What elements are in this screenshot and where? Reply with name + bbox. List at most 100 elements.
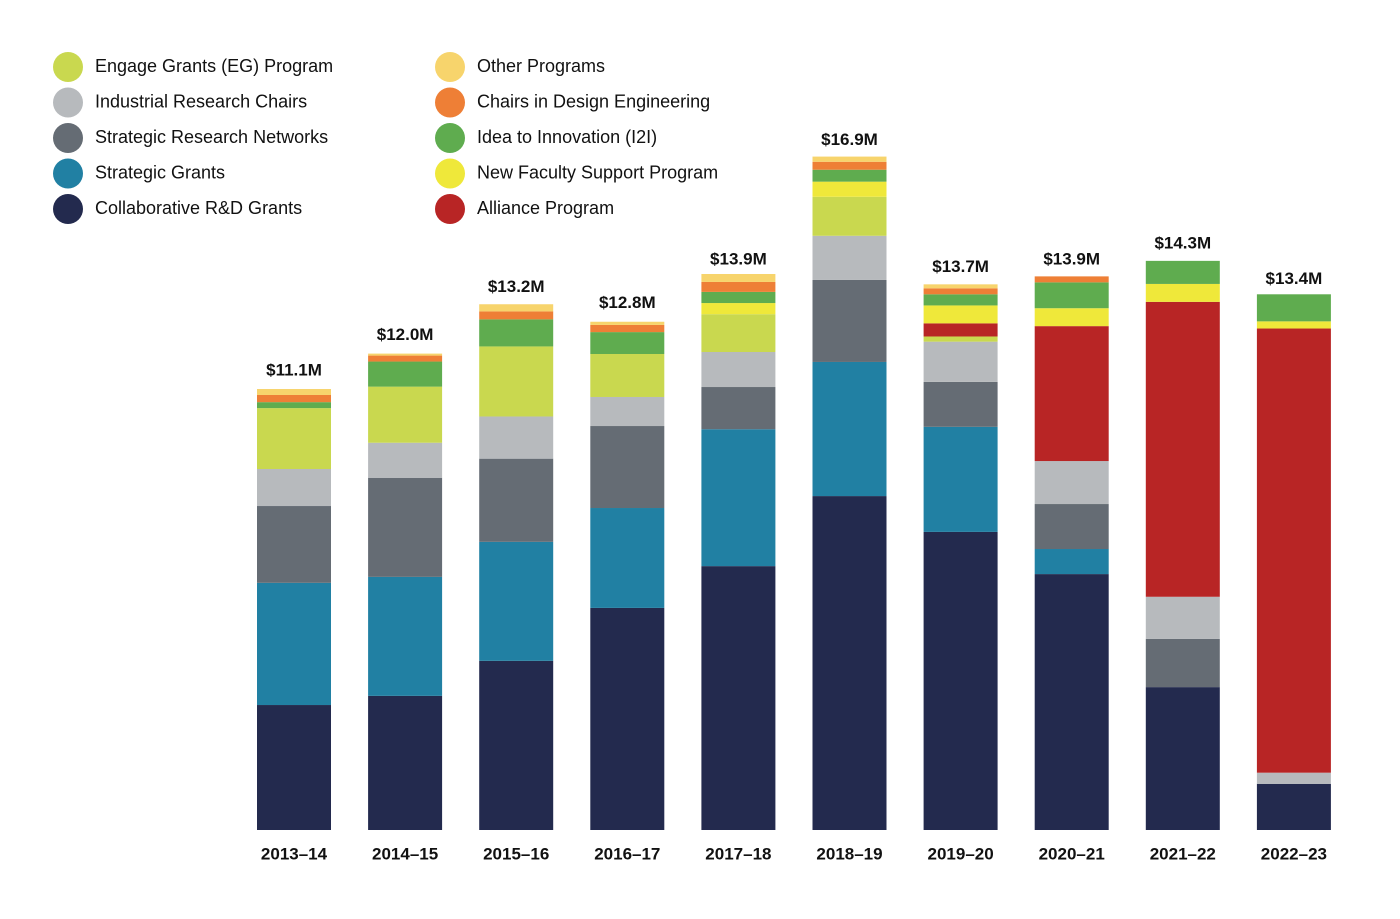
bar-segment [479,458,554,542]
total-label: $12.8M [599,293,656,312]
x-tick-label: 2020–21 [1039,844,1105,863]
bar-segment [1034,308,1109,327]
bar-segment [590,321,665,325]
bar-segment [479,346,554,417]
bar-segment [590,353,665,397]
legend-label: Industrial Research Chairs [95,91,307,111]
bar-segment [701,291,776,304]
bar-segment [590,607,665,830]
bar-segment [701,387,776,430]
bar-segment [812,361,887,497]
legend-label: Alliance Program [477,198,614,218]
bar-segment [257,506,331,583]
bar-segment [1145,687,1220,830]
bar-segment [257,582,331,706]
legend-label: Idea to Innovation (I2I) [477,127,657,147]
x-tick-label: 2013–14 [261,844,328,863]
bar-segment [1034,276,1109,283]
bar-segment [368,353,443,356]
bar-segment [701,273,776,282]
bar-segment [701,566,776,830]
bar-segment [812,235,887,280]
bar-segment [368,576,443,696]
bar-segment [923,381,998,427]
bar-segment [701,281,776,292]
bar-segment [257,705,331,830]
bar-segment [812,161,887,170]
bar-segment [1034,574,1109,830]
x-tick-label: 2019–20 [928,844,994,863]
bar-segment [368,386,443,443]
total-label: $13.9M [710,249,767,268]
x-tick-label: 2018–19 [816,844,882,863]
bar-segment [923,323,998,337]
total-label: $13.7M [932,257,989,276]
legend-label: Other Programs [477,56,605,76]
legend-swatch [435,123,465,153]
bar-segment [701,314,776,353]
bar-segment [923,284,998,289]
legend-swatch [435,87,465,118]
bar-segment [1145,638,1220,688]
bar-segment [1034,504,1109,550]
legend-label: New Faculty Support Program [477,162,718,182]
legend-label: Strategic Grants [95,162,225,182]
x-tick-label: 2022–23 [1261,844,1327,863]
bar-segment [1145,260,1220,284]
bar-segment [701,303,776,315]
total-label: $13.2M [488,277,545,296]
bar-segment [368,442,443,478]
bar-segment [368,361,443,387]
x-tick-label: 2015–16 [483,844,549,863]
bar-segment [923,341,998,382]
bar-segment [1034,282,1109,309]
total-label: $13.9M [1043,249,1100,268]
legend-swatch [435,158,465,189]
bar-segment [479,660,554,830]
bar-segment [257,469,331,507]
x-tick-label: 2021–22 [1150,844,1216,863]
bar-segment [1145,301,1220,597]
bar-segment [1145,596,1220,639]
x-tick-label: 2016–17 [594,844,660,863]
bar-segment [590,396,665,427]
bar-segment [701,429,776,567]
legend-swatch [53,194,83,224]
bar-segment [257,394,331,403]
bar-segment [590,426,665,509]
legend-label: Collaborative R&D Grants [95,198,302,218]
bar-segment [1034,461,1109,505]
legend-label: Strategic Research Networks [95,127,328,147]
bar-segment [1034,549,1109,575]
bar-segment [1256,772,1331,784]
bar-segment [479,304,554,312]
bar-segment [923,294,998,306]
legend-swatch [53,87,83,118]
bar-segment [590,332,665,354]
bar-segment [923,336,998,342]
bar-segment [368,355,443,362]
legend-swatch [53,123,83,153]
bar-segment [1256,328,1331,773]
legend-swatch [435,52,465,82]
bar-segment [923,305,998,324]
bar-segment [701,352,776,388]
bar-segment [812,496,887,830]
bar-segment [1256,321,1331,329]
bar-segment [1256,294,1331,322]
bar-segment [590,324,665,333]
bar-segment [257,408,331,470]
bar-segment [1145,283,1220,302]
legend-swatch [53,158,83,189]
bar-segment [479,319,554,347]
bar-segment [923,288,998,295]
total-label: $13.4M [1266,269,1323,288]
bar-segment [812,279,887,362]
bar-segment [812,169,887,182]
bar-segment [812,156,887,162]
bar-segment [257,389,331,395]
legend-label: Engage Grants (EG) Program [95,56,333,76]
total-label: $11.1M [266,361,322,380]
bar-segment [923,531,998,830]
total-label: $14.3M [1154,233,1211,252]
